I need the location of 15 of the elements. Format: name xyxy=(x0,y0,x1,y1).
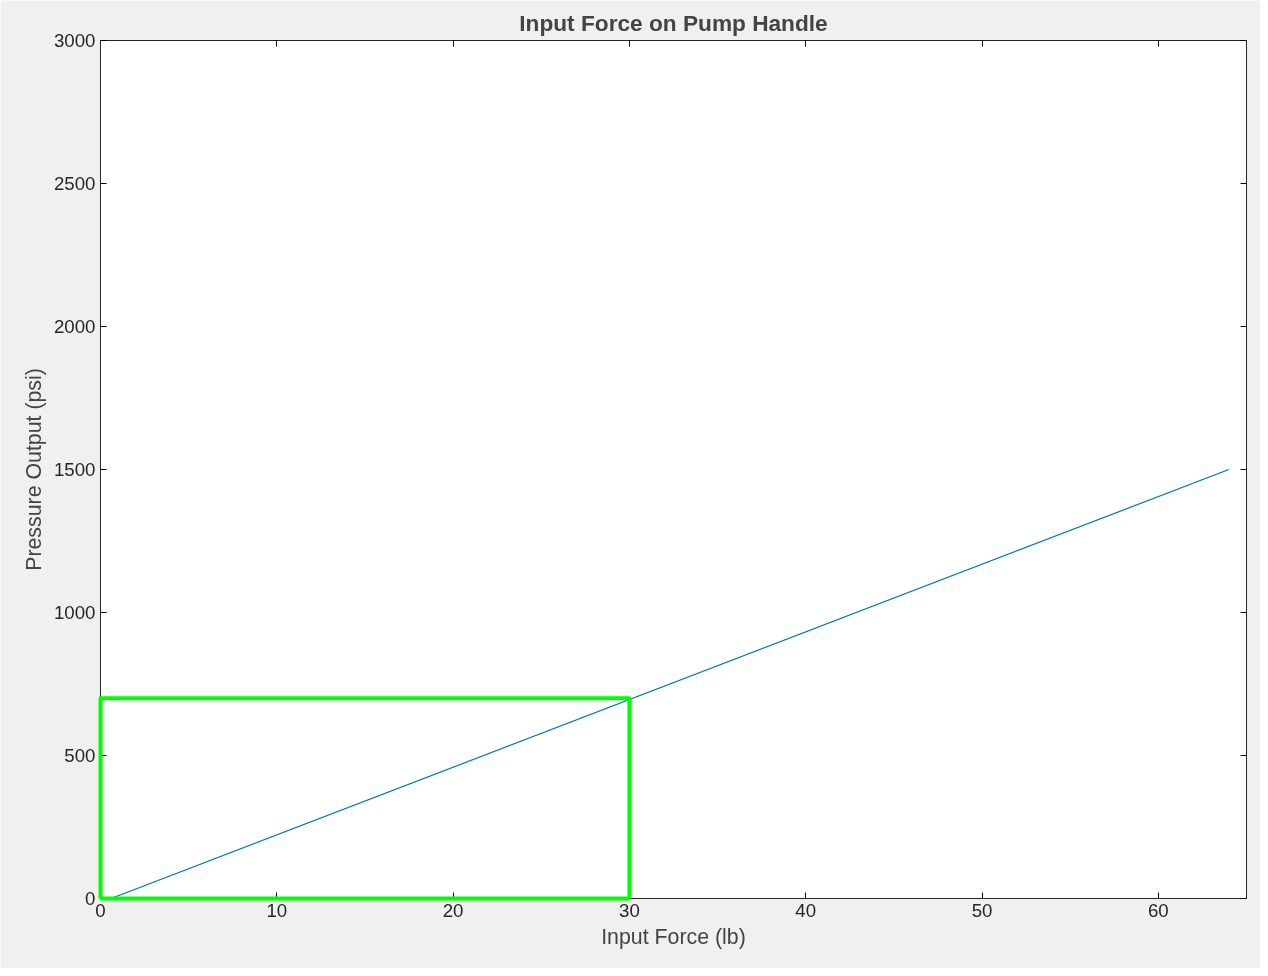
x-axis-title: Input Force (lb) xyxy=(601,924,746,949)
x-tick-label: 20 xyxy=(442,899,464,921)
y-tick-label: 500 xyxy=(64,745,96,766)
y-axis-title: Pressure Output (psi) xyxy=(22,368,46,571)
x-tick-label: 10 xyxy=(266,899,288,921)
x-tick-label: 40 xyxy=(795,899,817,921)
x-tick-label: 60 xyxy=(1147,899,1169,921)
y-tick-label: 2500 xyxy=(54,173,96,194)
chart-title: Input Force on Pump Handle xyxy=(519,9,828,36)
y-tick-label: 1000 xyxy=(54,602,96,623)
x-tick-label: 50 xyxy=(971,899,993,921)
x-tick-label: 30 xyxy=(619,899,640,921)
y-tick-label: 2000 xyxy=(54,316,96,337)
y-tick-label: 3000 xyxy=(54,30,96,51)
y-tick-label: 1500 xyxy=(54,459,96,480)
